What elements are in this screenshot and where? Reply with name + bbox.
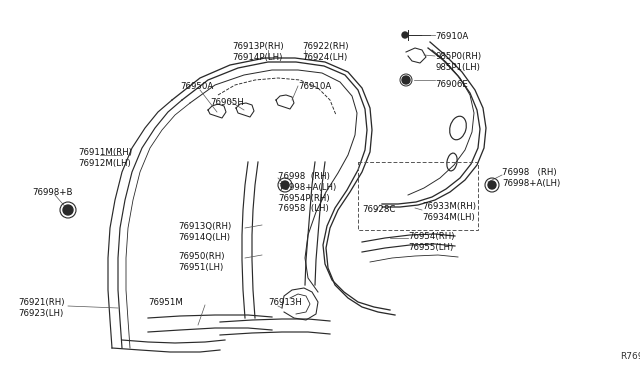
Text: 76905H: 76905H xyxy=(210,98,244,107)
Text: 76950(RH)
76951(LH): 76950(RH) 76951(LH) xyxy=(178,252,225,272)
Text: 76951M: 76951M xyxy=(148,298,183,307)
Text: 76928C: 76928C xyxy=(362,205,396,214)
Text: 76913P(RH)
76914P(LH): 76913P(RH) 76914P(LH) xyxy=(232,42,284,62)
Text: 76998   (RH)
76998+A(LH): 76998 (RH) 76998+A(LH) xyxy=(502,168,560,188)
Text: 76913H: 76913H xyxy=(268,298,302,307)
Text: 76998  (RH)
76998+A(LH)
76954P(RH)
76958  (LH): 76998 (RH) 76998+A(LH) 76954P(RH) 76958 … xyxy=(278,172,336,213)
Circle shape xyxy=(402,76,410,84)
Text: 76910A: 76910A xyxy=(435,32,468,41)
Circle shape xyxy=(488,181,496,189)
Circle shape xyxy=(281,181,289,189)
Text: 76950A: 76950A xyxy=(180,82,213,91)
Text: 76998+B: 76998+B xyxy=(32,188,72,197)
Circle shape xyxy=(489,182,495,188)
Text: 76933M(RH)
76934M(LH): 76933M(RH) 76934M(LH) xyxy=(422,202,476,222)
Text: 76910A: 76910A xyxy=(298,82,332,91)
Circle shape xyxy=(282,182,288,188)
Text: 76906E: 76906E xyxy=(435,80,468,89)
Circle shape xyxy=(63,205,73,215)
Text: R7690027: R7690027 xyxy=(620,352,640,361)
Text: 76954(RH)
76955(LH): 76954(RH) 76955(LH) xyxy=(408,232,454,252)
Text: 76921(RH)
76923(LH): 76921(RH) 76923(LH) xyxy=(18,298,65,318)
Text: 76911M(RH)
76912M(LH): 76911M(RH) 76912M(LH) xyxy=(78,148,132,168)
Circle shape xyxy=(402,32,408,38)
Text: 76913Q(RH)
76914Q(LH): 76913Q(RH) 76914Q(LH) xyxy=(178,222,231,242)
Circle shape xyxy=(403,77,409,83)
Text: 985P0(RH)
985P1(LH): 985P0(RH) 985P1(LH) xyxy=(435,52,481,72)
Text: 76922(RH)
76924(LH): 76922(RH) 76924(LH) xyxy=(302,42,349,62)
